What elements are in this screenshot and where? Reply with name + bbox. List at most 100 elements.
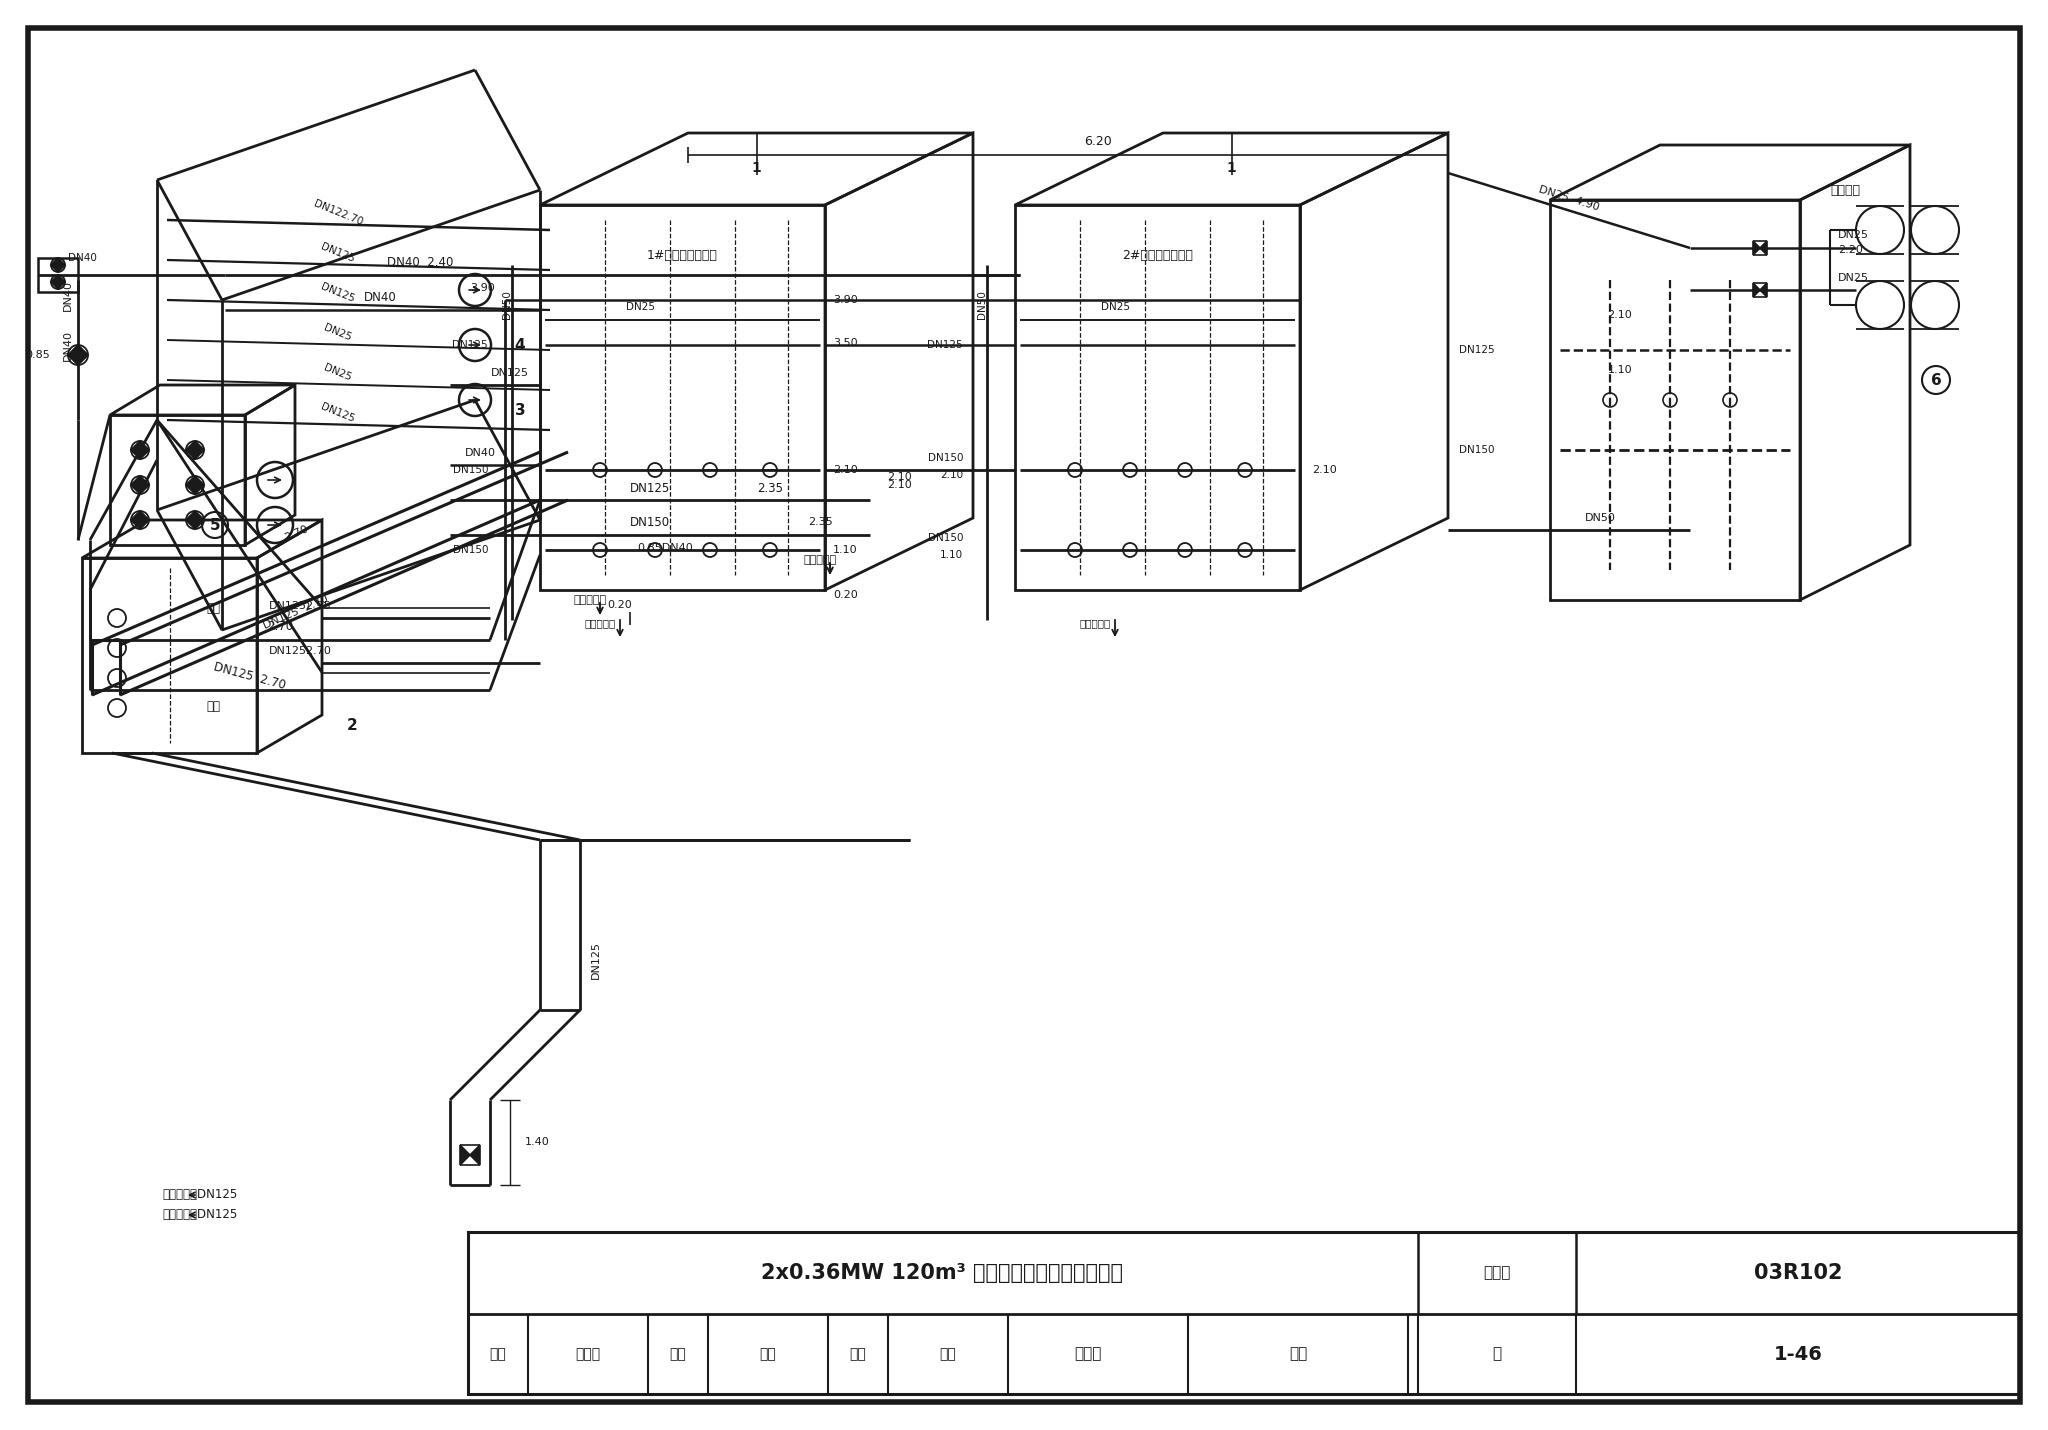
Text: DN150: DN150	[631, 515, 670, 529]
Text: DN125: DN125	[319, 402, 356, 425]
Polygon shape	[1759, 283, 1767, 297]
Text: DN50: DN50	[502, 290, 512, 319]
Bar	[111, 415, 246, 545]
Text: 2: 2	[346, 718, 356, 732]
Polygon shape	[186, 440, 205, 459]
Text: DN40: DN40	[465, 448, 496, 458]
Text: 接汇返回水DN125: 接汇返回水DN125	[162, 1188, 238, 1201]
Bar	[39, 257, 78, 292]
Text: 0.85: 0.85	[25, 350, 49, 360]
Text: 1.40: 1.40	[524, 1137, 549, 1147]
Polygon shape	[186, 476, 205, 493]
Text: 0.20: 0.20	[834, 591, 858, 601]
Text: DN25: DN25	[324, 363, 354, 383]
Text: 2.10: 2.10	[887, 472, 911, 482]
Text: 5: 5	[209, 518, 221, 532]
Text: DN150: DN150	[928, 533, 963, 543]
Text: 1#电加热蓄热水筒: 1#电加热蓄热水筒	[647, 249, 719, 262]
Text: 1: 1	[1227, 162, 1237, 174]
Text: 0.20: 0.20	[608, 601, 633, 611]
Polygon shape	[131, 476, 150, 493]
Polygon shape	[1753, 283, 1759, 297]
Text: DN125: DN125	[319, 242, 356, 265]
Text: DN125  2.70: DN125 2.70	[262, 593, 330, 631]
Text: 热出: 热出	[207, 602, 221, 615]
Bar	[1016, 204, 1300, 591]
Text: 图集号: 图集号	[1483, 1266, 1511, 1280]
Text: 郭绵: 郭绵	[760, 1347, 776, 1361]
Text: 设计: 设计	[850, 1347, 866, 1361]
Text: 引至废水沟: 引至废水沟	[573, 595, 606, 605]
Text: 2.10: 2.10	[834, 465, 858, 475]
Text: 引至废水沟: 引至废水沟	[1079, 618, 1110, 628]
Text: DN40: DN40	[68, 253, 96, 263]
Bar	[1550, 200, 1800, 601]
Text: DN50: DN50	[977, 290, 987, 319]
Text: 接自来水: 接自来水	[1831, 183, 1860, 196]
Text: 引至废水沟: 引至废水沟	[803, 555, 836, 565]
Polygon shape	[461, 1145, 469, 1165]
Text: 2.10: 2.10	[940, 470, 963, 480]
Text: DN40: DN40	[63, 329, 74, 360]
Polygon shape	[1753, 242, 1759, 255]
Text: 校对: 校对	[670, 1347, 686, 1361]
Polygon shape	[51, 275, 66, 289]
Text: 2.70: 2.70	[283, 523, 309, 542]
Text: DN150: DN150	[1460, 445, 1495, 455]
Text: DN40: DN40	[63, 279, 74, 310]
Text: 余莉: 余莉	[940, 1347, 956, 1361]
Text: 2#电加热蓄热水筒: 2#电加热蓄热水筒	[1122, 249, 1192, 262]
Text: 2.10: 2.10	[1313, 465, 1337, 475]
Polygon shape	[68, 345, 88, 365]
Text: 3.90: 3.90	[834, 295, 858, 305]
Text: DN40  2.40: DN40 2.40	[387, 256, 453, 269]
Text: DN40: DN40	[365, 290, 397, 303]
Text: DN125: DN125	[631, 482, 670, 495]
Text: DN125  2.70: DN125 2.70	[213, 661, 287, 692]
Text: 2.20: 2.20	[1837, 245, 1864, 255]
Text: 6: 6	[1931, 372, 1942, 388]
Text: 2.10: 2.10	[887, 480, 911, 490]
Text: 1.10: 1.10	[1608, 365, 1632, 375]
Text: 接汇供热水DN125: 接汇供热水DN125	[162, 1208, 238, 1221]
Text: 引至废水沟: 引至废水沟	[584, 618, 616, 628]
Text: 0.85DN40: 0.85DN40	[637, 543, 692, 553]
Bar	[541, 204, 825, 591]
Text: 3: 3	[514, 402, 526, 418]
Bar	[469, 1233, 2019, 1394]
Text: DN25: DN25	[1100, 302, 1130, 312]
Bar	[82, 558, 256, 754]
Text: DN125: DN125	[319, 282, 356, 305]
Text: DN25  4.90: DN25 4.90	[1538, 184, 1599, 212]
Text: DN125: DN125	[928, 340, 963, 350]
Polygon shape	[469, 1145, 479, 1165]
Text: 4: 4	[514, 337, 526, 353]
Text: 1-46: 1-46	[1774, 1344, 1823, 1363]
Polygon shape	[51, 257, 66, 272]
Text: 2.10: 2.10	[1608, 310, 1632, 320]
Text: 页: 页	[1493, 1347, 1501, 1361]
Text: 1.10: 1.10	[940, 551, 963, 561]
Text: 2.35: 2.35	[807, 518, 831, 528]
Text: 冷进: 冷进	[207, 699, 221, 712]
Text: 审核: 审核	[489, 1347, 506, 1361]
Text: 1.10: 1.10	[834, 545, 858, 555]
Text: 3.50: 3.50	[834, 337, 858, 347]
Polygon shape	[1759, 242, 1767, 255]
Polygon shape	[131, 440, 150, 459]
Text: DN50: DN50	[1585, 513, 1616, 523]
Text: 李日华: 李日华	[575, 1347, 600, 1361]
Text: 2.35: 2.35	[758, 482, 782, 495]
Text: 6.20: 6.20	[1083, 134, 1112, 147]
Polygon shape	[186, 511, 205, 529]
Text: DN25: DN25	[1837, 230, 1870, 240]
Text: DN122.70: DN122.70	[311, 199, 365, 227]
Text: DN125: DN125	[492, 368, 528, 378]
Text: DN25: DN25	[324, 323, 354, 343]
Text: 1: 1	[752, 162, 762, 174]
Text: 2.70: 2.70	[266, 619, 293, 632]
Text: DN125: DN125	[1460, 345, 1495, 355]
Text: 二〇和: 二〇和	[1075, 1347, 1102, 1361]
Text: 2x0.36MW 120m³ 蓄热式电锅炉房管道系统图: 2x0.36MW 120m³ 蓄热式电锅炉房管道系统图	[762, 1263, 1122, 1283]
Text: 03R102: 03R102	[1753, 1263, 1843, 1283]
